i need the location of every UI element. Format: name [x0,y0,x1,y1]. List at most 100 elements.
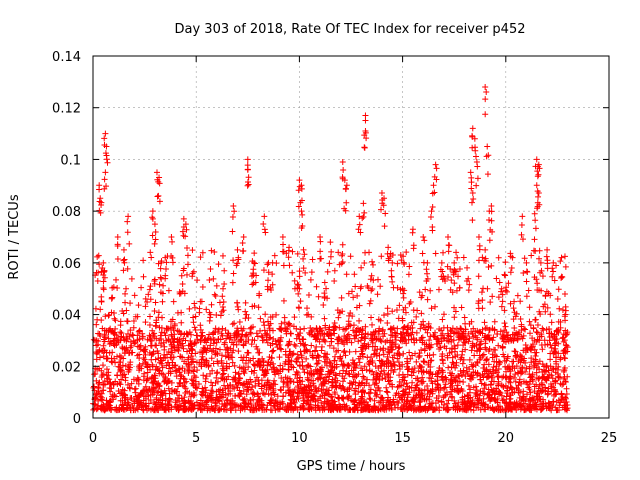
data-point-band [551,342,558,349]
data-point-band [411,406,418,413]
data-point-band [483,356,490,363]
data-point [317,238,324,245]
data-point [296,285,303,292]
data-point [532,163,539,170]
data-point-band [493,275,500,282]
data-point-band [409,352,416,359]
data-point [196,309,203,316]
data-point-band [146,332,153,339]
data-point-band [479,352,486,359]
data-point-band [166,362,173,369]
data-point-band [454,382,461,389]
data-point-band [379,326,386,333]
data-point-band [414,381,421,388]
data-point [235,256,242,263]
data-point [518,231,525,238]
data-point-band [93,356,100,363]
data-point-band [122,399,129,406]
data-point-band [108,309,115,316]
data-point-band [236,387,243,394]
data-point-band [307,363,314,370]
data-point-band [223,335,230,342]
data-point-band [369,368,376,375]
data-point-band [326,342,333,349]
data-point-band [342,352,349,359]
data-point-band [347,253,354,260]
data-point [469,125,476,132]
data-point-band [285,341,292,348]
data-point [482,246,489,253]
data-point-band [336,370,343,377]
data-point-band [336,324,343,331]
data-point-band [453,329,460,336]
data-point-band [269,281,276,288]
data-point-band [305,292,312,299]
data-point-band [135,328,142,335]
data-point-band [506,363,513,370]
data-point [474,175,481,182]
data-point-band [523,391,530,398]
data-point-band [483,374,490,381]
data-point-band [495,254,502,261]
data-point-band [414,307,421,314]
data-point-band [293,325,300,332]
y-tick-label: 0.04 [52,309,81,324]
data-point-band [132,385,139,392]
data-point [519,213,526,220]
data-point-band [345,290,352,297]
data-point-band [413,329,420,336]
data-point-band [122,374,129,381]
data-point-band [496,389,503,396]
data-point-band [404,360,411,367]
data-point-band [100,371,107,378]
data-point-band [400,391,407,398]
data-point [429,224,436,231]
data-point [361,209,368,216]
data-point [220,285,227,292]
data-point [467,169,474,176]
data-point-band [380,351,387,358]
data-point-band [234,299,241,306]
data-point-band [253,343,260,350]
data-point-band [424,296,431,303]
data-point-band [123,346,130,353]
data-point [339,251,346,258]
data-point [151,240,158,247]
data-point-band [540,327,547,334]
data-point-band [343,368,350,375]
data-point-band [303,363,310,370]
data-point-band [494,373,501,380]
data-point-band [451,314,458,321]
data-point-band [364,376,371,383]
data-point-band [360,388,367,395]
data-point [533,182,540,189]
data-point-band [461,314,468,321]
data-point-band [313,283,320,290]
y-tick-label: 0.1 [60,153,81,168]
data-point-band [451,377,458,384]
data-point-band [455,273,462,280]
data-point [244,156,251,163]
data-point [244,166,251,173]
data-point-band [155,309,162,316]
data-point-band [181,407,188,414]
data-point-band [368,314,375,321]
data-point [531,236,538,243]
data-point [101,185,108,192]
data-point-band [423,341,430,348]
data-point [265,259,272,266]
data-point-band [345,393,352,400]
data-point-band [168,379,175,386]
data-point [544,246,551,253]
data-point-band [277,386,284,393]
data-point-band [466,366,473,373]
data-point-band [307,324,314,331]
data-point-band [445,273,452,280]
data-point-band [272,381,279,388]
data-point-band [147,313,154,320]
data-point [430,182,437,189]
data-point-band [183,378,190,385]
data-point-band [346,348,353,355]
data-point-band [114,372,121,379]
data-point-band [520,397,527,404]
